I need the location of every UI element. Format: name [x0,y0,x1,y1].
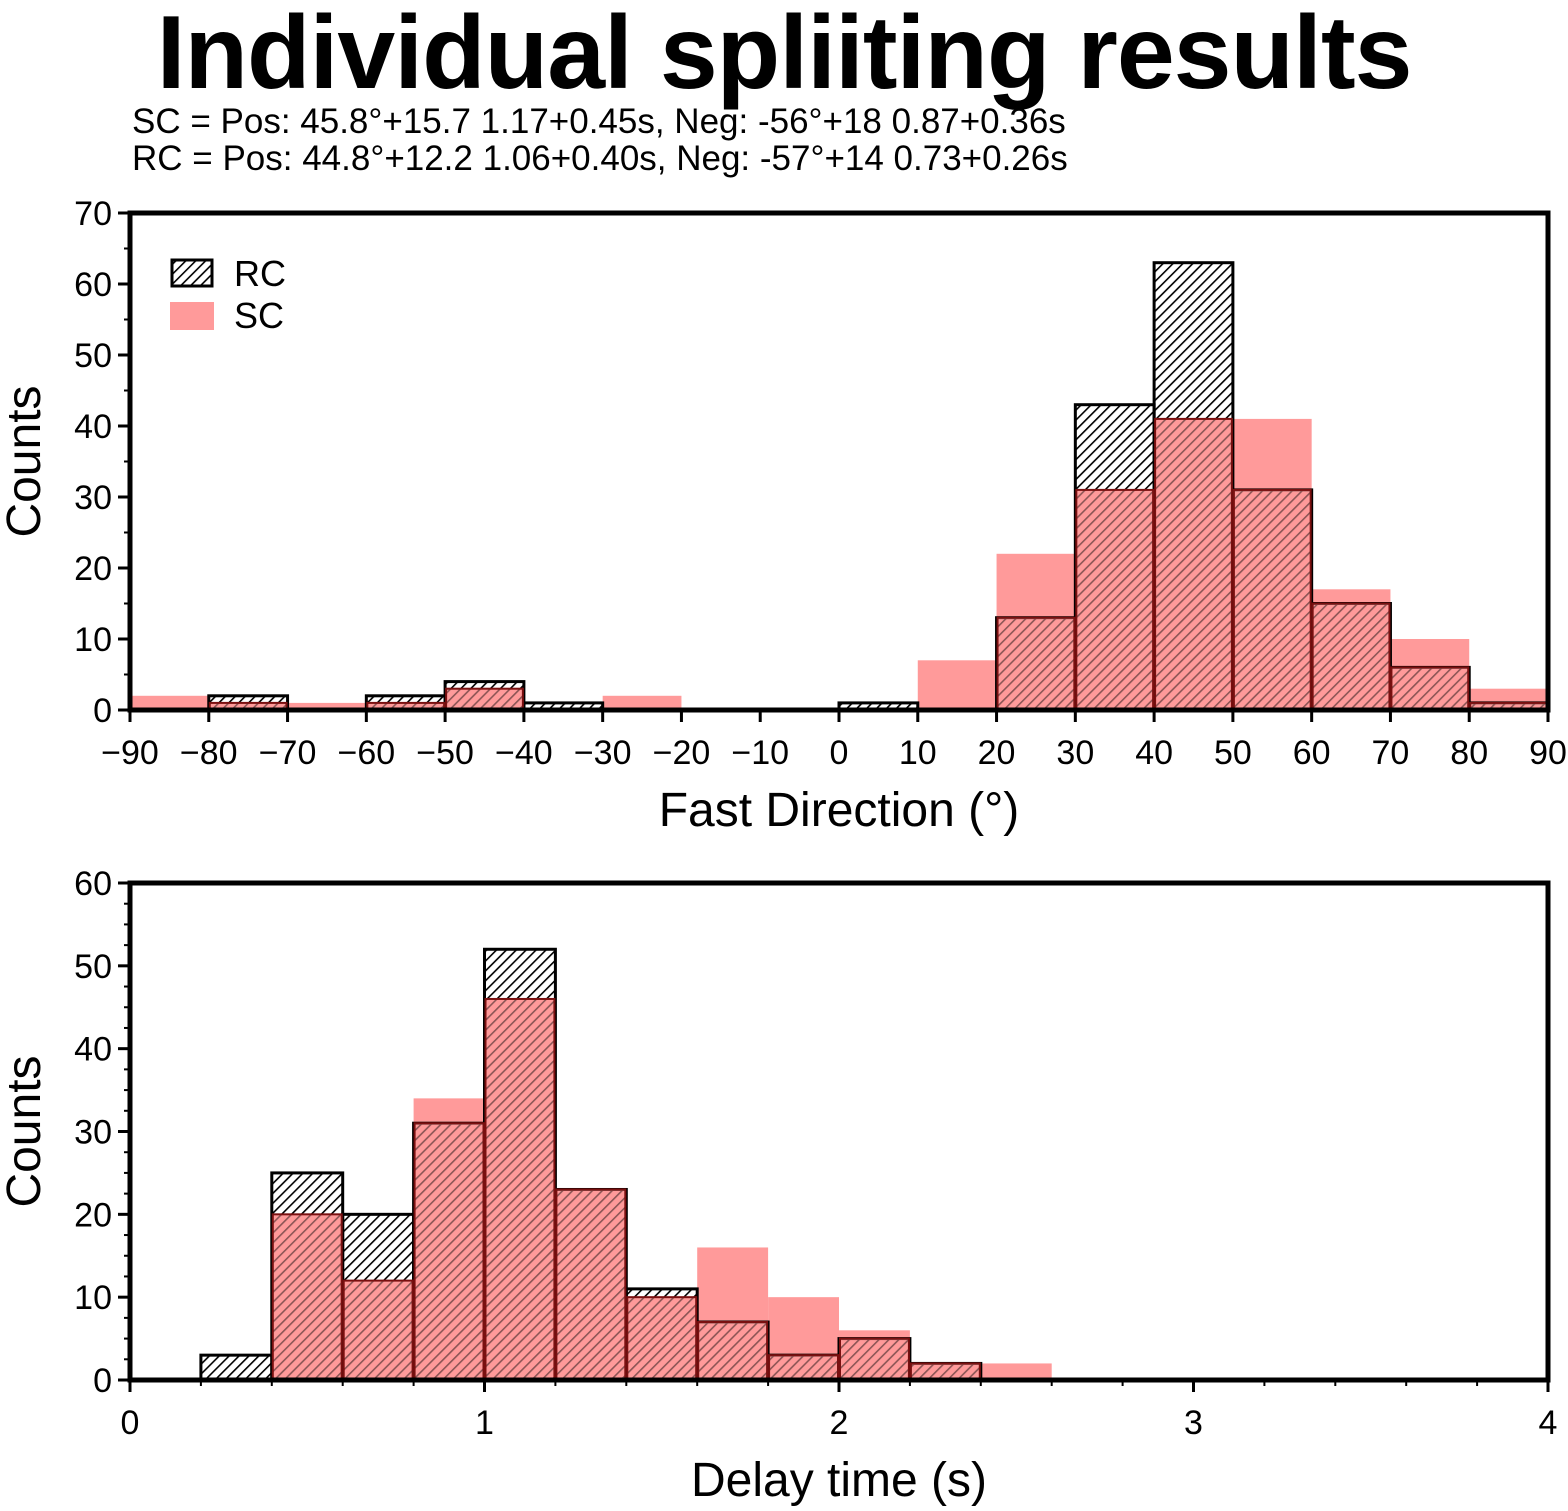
legend-label: RC [234,253,286,294]
legend-sc-swatch [170,302,214,330]
y-tick-label: 10 [74,1279,112,1317]
delay-time-panel: 0 10 20 30 40 50 60 0 1 2 3 4 Delay time (s) Counts [0,865,1557,1507]
y-tick-label: 40 [74,1031,112,1069]
overlap-bar [342,1279,414,1381]
overlap-bar [1075,488,1155,711]
x-tick-label: 60 [1293,734,1331,772]
x-tick-label: 50 [1214,734,1252,772]
overlap-bar [1154,417,1233,711]
overlap-bar [555,1188,627,1381]
x-tick-label: 10 [899,734,937,772]
rc-bar [199,1353,274,1382]
x-tick-label: 80 [1450,734,1488,772]
x-tick-label: 40 [1135,734,1173,772]
legend-rc-swatch [170,258,214,288]
y-tick-label: 20 [74,550,112,588]
x-tick-label: 2 [830,1404,849,1442]
sc-bar [130,695,209,710]
overlap-bar [1232,488,1312,711]
x-tick-label: −60 [337,734,395,772]
y-tick-label: 0 [93,1362,112,1400]
overlap-bar [626,1296,698,1381]
sc-bar [602,695,682,710]
x-tick-label: −20 [653,734,711,772]
x-tick-label: −30 [574,734,632,772]
legend-label: SC [234,295,284,336]
x-tick-label: 30 [1056,734,1094,772]
x-tick-label: 3 [1184,1404,1203,1442]
overlap-bar [697,1321,769,1382]
overlap-bar [271,1213,343,1382]
x-tick-label: 4 [1539,1404,1558,1442]
x-tick-label: 0 [121,1404,140,1442]
sc-bar [980,1363,1052,1380]
y-tick-label: 70 [74,195,112,233]
x-tick-label: −50 [416,734,474,772]
x-tick-label: 0 [830,734,849,772]
y-tick-label: 30 [74,479,112,517]
y-tick-label: 50 [74,948,112,986]
sc-bar [917,660,997,710]
x-tick-label: −40 [495,734,553,772]
overlap-bar [484,997,556,1381]
overlap-bar [996,616,1076,712]
y-tick-label: 30 [74,1114,112,1152]
x-tick-label: 90 [1529,734,1567,772]
x-axis-label: Fast Direction (°) [659,784,1020,837]
y-tick-label: 10 [74,621,112,659]
y-tick-label: 0 [93,692,112,730]
overlap-bar [768,1354,839,1382]
y-tick-label: 60 [74,266,112,304]
x-tick-label: −10 [731,734,789,772]
x-axis-label: Delay time (s) [691,1454,987,1507]
x-tick-label: −70 [259,734,317,772]
overlap-bar [1390,666,1470,712]
y-tick-label: 20 [74,1196,112,1234]
x-tick-label: 1 [475,1404,494,1442]
y-tick-label: 60 [74,865,112,903]
x-tick-label: −90 [101,734,159,772]
x-tick-label: 70 [1372,734,1410,772]
y-axis-label: Counts [0,1055,51,1207]
subtitle-sc-stats: SC = Pos: 45.8°+15.7 1.17+0.45s, Neg: -5… [132,102,1066,141]
subtitle-rc-stats: RC = Pos: 44.8°+12.2 1.06+0.40s, Neg: -5… [132,139,1068,178]
y-axis-label: Counts [0,385,51,537]
overlap-bar [1311,602,1391,711]
overlap-bar [839,1337,910,1382]
y-tick-label: 50 [74,337,112,375]
x-tick-label: 20 [978,734,1016,772]
x-tick-label: −80 [180,734,238,772]
chart-title: Individual spliiting results [156,0,1413,111]
overlap-bar [445,687,524,712]
sc-bar [287,702,367,710]
y-tick-label: 40 [74,408,112,446]
overlap-bar [413,1122,485,1381]
fast-direction-panel: 0 10 20 30 40 50 60 70 −90 −80 −70 −60 −50 −40 −30 −20−… [0,195,1567,837]
